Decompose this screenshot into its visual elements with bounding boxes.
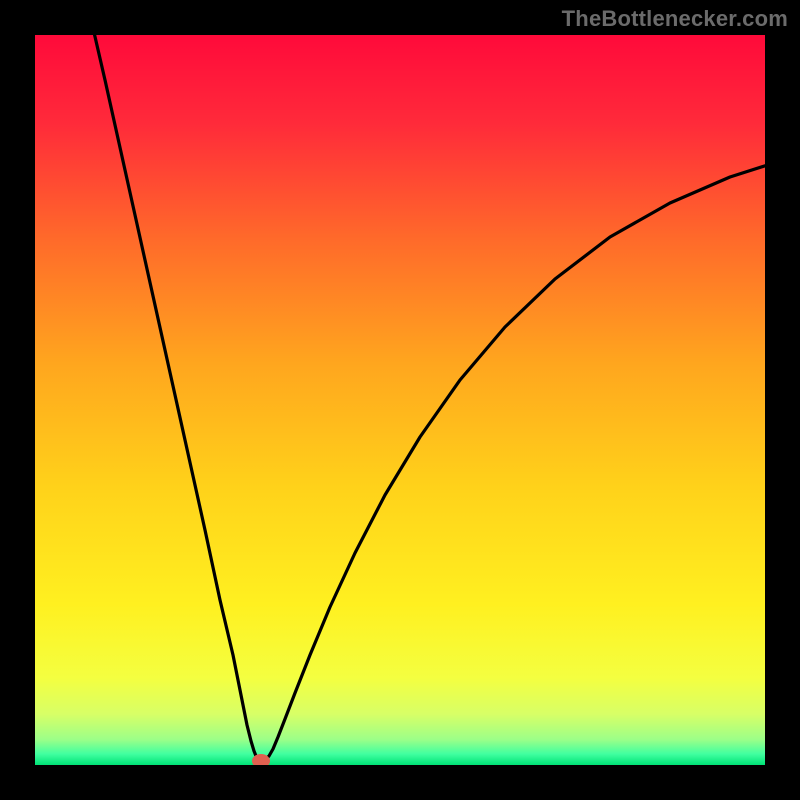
- watermark-text: TheBottlenecker.com: [562, 6, 788, 32]
- chart-container: TheBottlenecker.com: [0, 0, 800, 800]
- minimum-marker: [252, 754, 270, 765]
- curve-line: [35, 35, 765, 765]
- plot-area: [35, 35, 765, 765]
